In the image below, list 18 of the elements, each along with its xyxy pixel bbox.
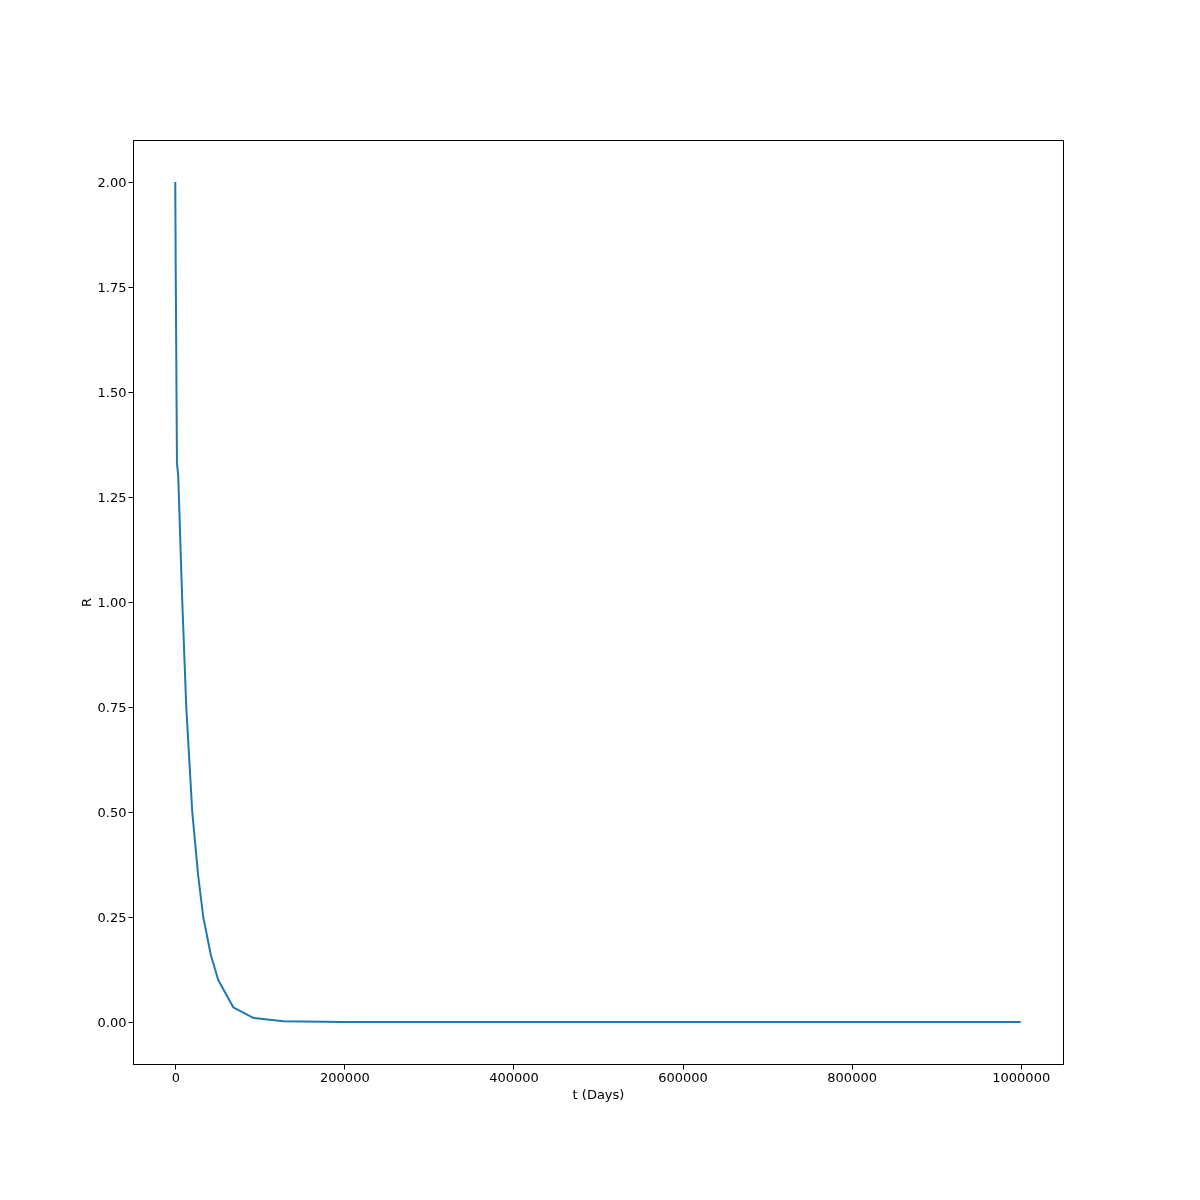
y-tick-label: 0.75: [97, 699, 127, 715]
x-tick-label: 200000: [320, 1069, 370, 1085]
x-tick-label: 600000: [658, 1069, 708, 1085]
x-tick-label: 0: [171, 1069, 180, 1085]
y-tick-label: 1.00: [97, 594, 127, 610]
y-tick-label: 0.50: [97, 804, 127, 820]
y-axis-title: R: [78, 597, 94, 608]
x-tick-label: 400000: [489, 1069, 539, 1085]
y-tick-label: 2.00: [97, 174, 127, 190]
y-tick-label: 1.75: [97, 279, 127, 295]
y-tick-label: 0.00: [97, 1014, 127, 1030]
y-tick-label: 0.25: [97, 909, 127, 925]
line-series: [174, 181, 1022, 1023]
y-tick-label: 1.25: [97, 489, 127, 505]
y-tick-label: 1.50: [97, 384, 127, 400]
x-tick-label: 800000: [827, 1069, 877, 1085]
x-tick-label: 1000000: [992, 1069, 1051, 1085]
x-axis-title: t (Days): [572, 1086, 625, 1102]
